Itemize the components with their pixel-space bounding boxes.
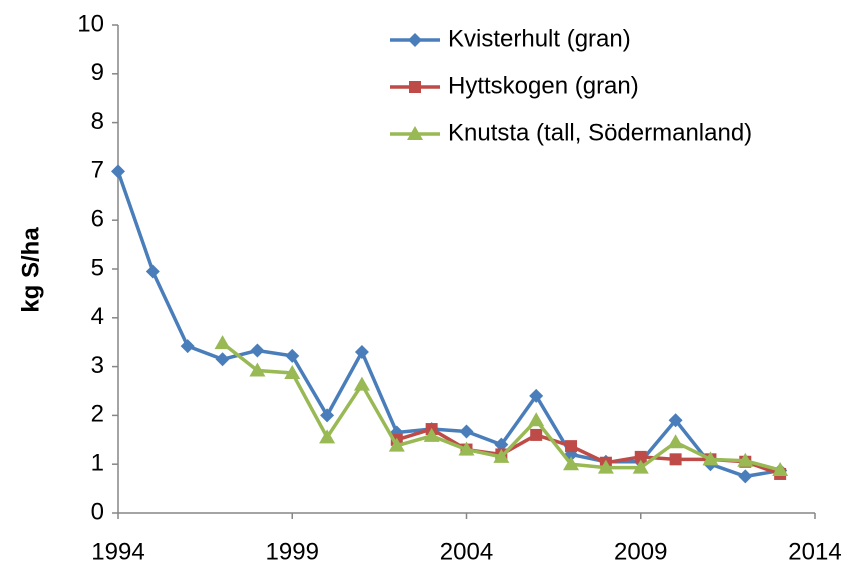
marker <box>459 424 474 439</box>
x-tick-label: 2014 <box>788 538 841 565</box>
y-tick-label: 5 <box>91 254 104 281</box>
legend-label: Hyttskogen (gran) <box>448 72 639 99</box>
y-tick-label: 7 <box>91 157 104 184</box>
y-tick-label: 4 <box>91 303 104 330</box>
y-axis-label: kg S/ha <box>17 227 44 313</box>
legend-marker <box>409 81 421 93</box>
marker <box>458 441 475 456</box>
marker <box>702 451 719 466</box>
marker <box>529 388 544 403</box>
marker <box>284 364 301 379</box>
marker <box>634 450 647 463</box>
x-tick-label: 1994 <box>91 538 144 565</box>
marker <box>668 413 683 428</box>
marker <box>563 456 580 471</box>
y-tick-label: 8 <box>91 108 104 135</box>
y-tick-label: 10 <box>77 10 104 37</box>
marker <box>597 459 614 474</box>
marker <box>250 343 265 358</box>
marker <box>388 437 405 452</box>
legend-label: Knutsta (tall, Södermanland) <box>448 119 752 146</box>
marker <box>493 448 510 463</box>
y-tick-label: 6 <box>91 206 104 233</box>
marker <box>320 408 335 423</box>
marker <box>737 452 754 467</box>
marker <box>214 335 231 350</box>
marker <box>423 427 440 442</box>
marker <box>632 459 649 474</box>
y-tick-label: 1 <box>91 450 104 477</box>
marker <box>354 344 369 359</box>
marker <box>215 352 230 367</box>
series-line <box>116 170 781 479</box>
y-tick-label: 0 <box>91 498 104 525</box>
marker <box>111 164 125 179</box>
marker <box>667 434 684 449</box>
marker <box>145 264 160 279</box>
y-tick-label: 3 <box>91 352 104 379</box>
x-tick-label: 2004 <box>440 538 493 565</box>
marker <box>772 462 789 477</box>
marker <box>738 469 753 484</box>
marker <box>530 428 543 441</box>
y-tick-label: 9 <box>91 59 104 86</box>
marker <box>528 412 545 427</box>
marker <box>285 348 300 363</box>
legend-marker <box>407 126 423 140</box>
legend-label: Kvisterhult (gran) <box>448 25 631 52</box>
legend-marker <box>408 33 422 47</box>
y-tick-label: 2 <box>91 401 104 428</box>
marker <box>494 437 509 452</box>
marker <box>353 376 370 391</box>
marker <box>565 440 578 453</box>
marker <box>249 362 266 377</box>
x-tick-label: 1999 <box>266 538 319 565</box>
marker <box>180 339 195 354</box>
marker <box>669 453 682 466</box>
x-tick-label: 2009 <box>614 538 667 565</box>
marker <box>319 429 336 444</box>
